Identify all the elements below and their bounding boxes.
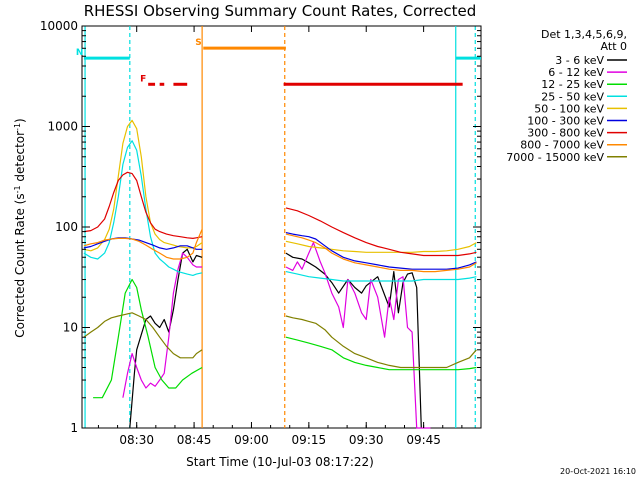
axis-layer: 08:30 08:45 09:00 09:15 09:30 09:45 1 10 100 1000… — [40, 19, 481, 447]
legend-label-5: 100 - 300 keV — [527, 115, 604, 128]
y-tick-label-3: 1000 — [47, 120, 78, 134]
y-tick-label-0: 1 — [70, 421, 78, 435]
y-axis-title-mid: detector — [13, 131, 27, 186]
legend-header-line-1: Det 1,3,4,5,6,9, — [541, 28, 627, 41]
vertical-marker-layer — [84, 26, 476, 428]
x-tick-label-3: 09:15 — [292, 433, 327, 447]
series-line-3to6keV-seg1 — [285, 252, 422, 429]
y-tick-label-2: 100 — [55, 220, 78, 234]
series-line-12to25keV-seg0 — [93, 278, 203, 399]
legend-label-7: 800 - 7000 keV — [520, 139, 604, 152]
flag-label-S: S — [195, 38, 201, 48]
y-tick-label-1: 10 — [63, 321, 78, 335]
series-line-7000to15000keV-seg1 — [285, 315, 477, 369]
x-tick-label-0: 08:30 — [119, 433, 154, 447]
y-axis-title: Corrected Count Rate (s-1 detector-1) — [13, 118, 28, 337]
series-line-300to800keV-seg0 — [83, 171, 203, 239]
y-axis-title-sup1: -1 — [13, 185, 22, 193]
x-tick-label-4: 09:30 — [349, 433, 384, 447]
series-layer — [83, 119, 477, 429]
legend-label-1: 6 - 12 keV — [548, 66, 604, 79]
series-line-12to25keV-seg1 — [285, 336, 477, 371]
legend-label-2: 12 - 25 keV — [541, 78, 604, 91]
flag-label-F: F — [140, 74, 146, 84]
legend-label-0: 3 - 6 keV — [555, 54, 604, 67]
series-line-3to6keV-seg0 — [129, 248, 203, 429]
y-axis-title-end: ) — [13, 118, 27, 123]
y-tick-label-4: 10000 — [40, 19, 78, 33]
legend-label-4: 50 - 100 keV — [534, 102, 604, 115]
legend-label-3: 25 - 50 keV — [541, 90, 604, 103]
footer-date: 20-Oct-2021 16:10 — [560, 467, 636, 476]
flag-label-N: N — [76, 48, 84, 58]
series-line-50to100keV-seg0 — [83, 119, 203, 252]
flag-layer: N F S — [76, 38, 481, 86]
series-line-800to7000keV-seg0 — [83, 228, 203, 260]
series-line-800to7000keV-seg1 — [285, 233, 477, 273]
y-axis-title-sup2: -1 — [13, 123, 22, 131]
legend-label-6: 300 - 800 keV — [527, 127, 604, 140]
legend-label-8: 7000 - 15000 keV — [506, 151, 604, 164]
series-line-6to12keV-seg0 — [122, 252, 203, 398]
x-tick-label-5: 09:45 — [406, 433, 441, 447]
x-tick-label-1: 08:45 — [177, 433, 212, 447]
x-axis-title: Start Time (10-Jul-03 08:17:22) — [186, 455, 374, 469]
series-line-50to100keV-seg1 — [285, 240, 477, 253]
series-line-300to800keV-seg1 — [285, 207, 477, 257]
series-line-7000to15000keV-seg0 — [83, 312, 203, 359]
series-line-25to50keV-seg0 — [83, 140, 203, 276]
series-line-6to12keV-seg1 — [285, 242, 431, 429]
series-line-100to300keV-seg1 — [285, 232, 477, 270]
series-line-100to300keV-seg0 — [83, 237, 203, 250]
series-line-25to50keV-seg1 — [285, 271, 477, 282]
legend-header-line-2: Att 0 — [601, 40, 627, 53]
y-axis-title-main: Corrected Count Rate (s — [13, 193, 27, 337]
x-tick-label-2: 09:00 — [234, 433, 269, 447]
chart-title: RHESSI Observing Summary Count Rates, Co… — [84, 2, 477, 20]
